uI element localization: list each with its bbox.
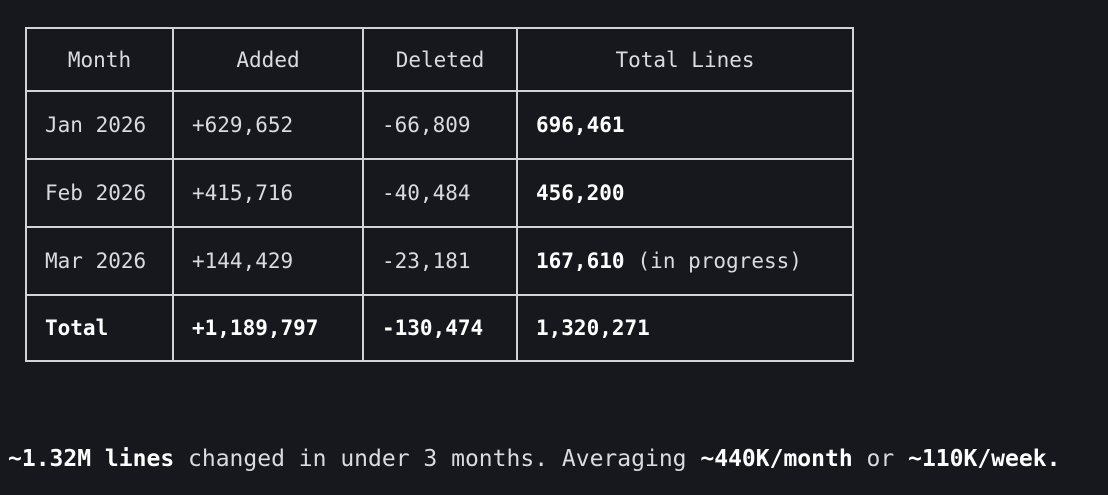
month-cell: Feb 2026: [25, 158, 174, 228]
total-lines-cell: 696,461: [516, 90, 854, 160]
month-cell: Mar 2026: [25, 226, 174, 296]
caption-text-segment: changed in under 3 months. Averaging: [174, 446, 701, 472]
header-row: Month Added Deleted Total Lines: [25, 27, 854, 92]
total-lines-value: 696,461: [536, 113, 625, 137]
added-cell: +415,716: [172, 158, 364, 228]
monthly-lines-table: Month Added Deleted Total Lines Jan 2026…: [25, 27, 854, 362]
caption-bold-segment: ~110K/week.: [908, 446, 1061, 472]
total-lines-note: (in progress): [637, 249, 802, 273]
column-header-deleted: Deleted: [362, 27, 518, 92]
column-header-added: Added: [172, 27, 364, 92]
month-cell: Jan 2026: [25, 90, 174, 160]
caption-bold-segment: ~440K/month: [700, 446, 853, 472]
table-body: Jan 2026 +629,652 -66,809 696,461 Feb 2026 +4…: [25, 90, 854, 362]
column-header-total-lines: Total Lines: [516, 27, 854, 92]
deleted-cell: -40,484: [362, 158, 518, 228]
caption-bold-segment: ~1.32M lines: [8, 446, 175, 472]
table-row: Mar 2026 +144,429 -23,181 167,610 (in progre…: [25, 226, 854, 296]
table-row: Feb 2026 +415,716 -40,484 456,200: [25, 158, 854, 228]
deleted-cell: -23,181: [362, 226, 518, 296]
total-lines-value: 1,320,271: [536, 316, 650, 340]
total-lines-cell: 1,320,271: [516, 294, 854, 362]
added-cell: +629,652: [172, 90, 364, 160]
total-lines-value: 456,200: [536, 181, 625, 205]
caption-text-segment: or: [852, 446, 909, 472]
deleted-cell: -130,474: [362, 294, 518, 362]
page-background: { "colors": { "background": "#16181d", "…: [0, 27, 1108, 495]
added-cell: +144,429: [172, 226, 364, 296]
total-lines-cell: 456,200: [516, 158, 854, 228]
deleted-cell: -66,809: [362, 90, 518, 160]
table-row-total: Total +1,189,797 -130,474 1,320,271: [25, 294, 854, 362]
total-lines-value: 167,610: [536, 249, 625, 273]
added-cell: +1,189,797: [172, 294, 364, 362]
table-row: Jan 2026 +629,652 -66,809 696,461: [25, 90, 854, 160]
month-cell: Total: [25, 294, 174, 362]
total-lines-cell: 167,610 (in progress): [516, 226, 854, 296]
summary-caption: ~1.32M lines changed in under 3 months. …: [8, 444, 1060, 474]
column-header-month: Month: [25, 27, 174, 92]
